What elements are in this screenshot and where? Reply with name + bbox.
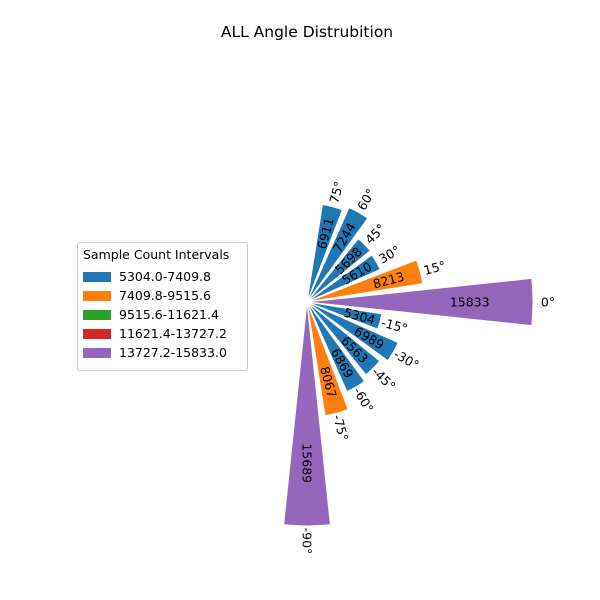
legend-entry: 5304.0-7409.8 (83, 267, 247, 286)
legend-entry: 13727.2-15833.0 (83, 343, 247, 362)
bar-75° (306, 203, 343, 303)
legend-label: 7409.8-9515.6 (119, 288, 211, 303)
angle-label: 0° (541, 295, 555, 310)
angle-label: -90° (300, 528, 315, 555)
legend-entries: 5304.0-7409.8 7409.8-9515.6 9515.6-11621.4… (83, 267, 247, 362)
legend-label: 11621.4-13727.2 (119, 326, 227, 341)
value-label: 15689 (300, 443, 315, 483)
angle-label: -60° (350, 385, 376, 416)
bar-60° (306, 206, 369, 303)
bar--90° (283, 301, 331, 527)
angle-label: -15° (380, 315, 410, 336)
legend-swatch (83, 290, 111, 301)
legend-swatch (83, 271, 111, 282)
bar--15° (306, 301, 383, 330)
angle-label: 60° (354, 186, 378, 213)
bar--45° (306, 301, 381, 376)
chart-title: ALL Angle Distrubition (221, 23, 393, 41)
angle-label: 30° (376, 242, 403, 266)
bars-group (283, 203, 534, 527)
legend-title: Sample Count Intervals (83, 247, 230, 262)
legend: Sample Count Intervals 5304.0-7409.8 7409… (77, 242, 248, 371)
legend-entry: 11621.4-13727.2 (83, 324, 247, 343)
bar--60° (306, 301, 366, 393)
legend-entry: 7409.8-9515.6 (83, 286, 247, 305)
legend-swatch (83, 328, 111, 339)
legend-entry: 9515.6-11621.4 (83, 305, 247, 324)
bar-45° (306, 238, 371, 303)
bar-30° (306, 254, 381, 303)
bar-15° (306, 259, 424, 303)
angle-label: 15° (422, 258, 447, 278)
angle-label: -30° (391, 346, 422, 372)
angle-label: 45° (362, 221, 388, 247)
legend-label: 9515.6-11621.4 (119, 307, 219, 322)
bar--30° (306, 301, 399, 362)
bar--75° (306, 301, 349, 417)
angle-label: -75° (330, 413, 351, 443)
bar-0° (306, 277, 534, 327)
legend-swatch (83, 309, 111, 320)
legend-label: 13727.2-15833.0 (119, 345, 227, 360)
legend-swatch (83, 347, 111, 358)
value-label: 15833 (450, 295, 490, 310)
legend-label: 5304.0-7409.8 (119, 269, 211, 284)
angle-label: 75° (326, 180, 346, 205)
